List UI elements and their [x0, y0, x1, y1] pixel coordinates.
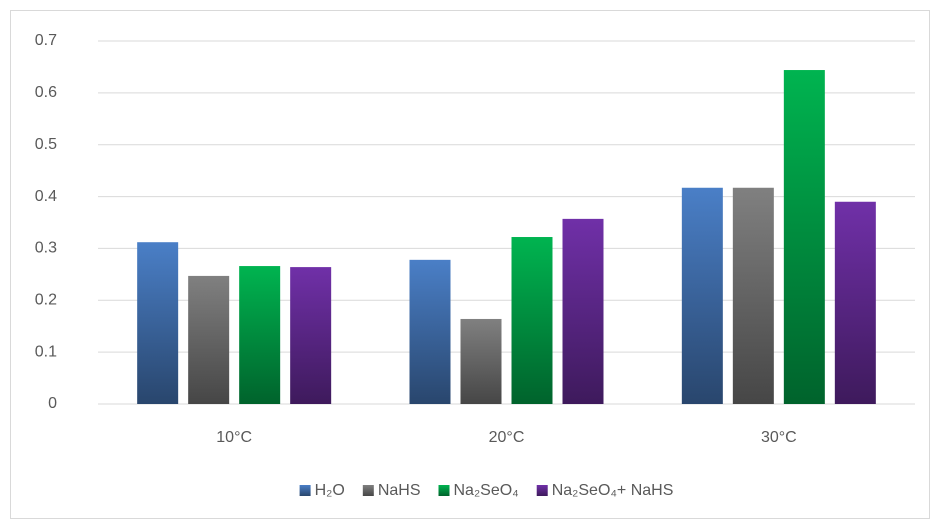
x-tick-label: 10°C	[216, 429, 252, 446]
bar	[409, 259, 451, 404]
legend-swatch	[536, 485, 548, 496]
bar	[834, 201, 876, 404]
bar	[137, 242, 179, 404]
bar	[460, 318, 502, 404]
bar	[732, 187, 774, 404]
bar	[681, 187, 723, 404]
bar	[511, 237, 553, 404]
y-tick-label: 0.6	[35, 84, 57, 101]
legend-swatch	[362, 485, 374, 496]
bar	[188, 275, 230, 404]
y-tick-label: 0.7	[35, 32, 57, 49]
legend-swatch	[299, 485, 311, 496]
legend-label: Na₂SeO₄+ NaHS	[552, 482, 674, 499]
y-tick-label: 0.1	[35, 343, 57, 360]
y-tick-label: 0	[48, 395, 57, 412]
y-tick-label: 0.2	[35, 292, 57, 309]
y-tick-label: 0.3	[35, 240, 57, 257]
legend-label: H₂O	[315, 482, 345, 499]
x-tick-label: 30°C	[761, 429, 797, 446]
legend-label: Na₂SeO₄	[454, 482, 519, 499]
y-tick-label: 0.5	[35, 136, 57, 153]
bar	[783, 70, 825, 404]
bar	[239, 266, 281, 404]
x-tick-label: 20°C	[489, 429, 525, 446]
legend-label: NaHS	[378, 482, 421, 499]
bar	[290, 267, 332, 404]
bar	[562, 218, 604, 404]
legend-swatch	[438, 485, 450, 496]
y-tick-label: 0.4	[35, 188, 57, 205]
